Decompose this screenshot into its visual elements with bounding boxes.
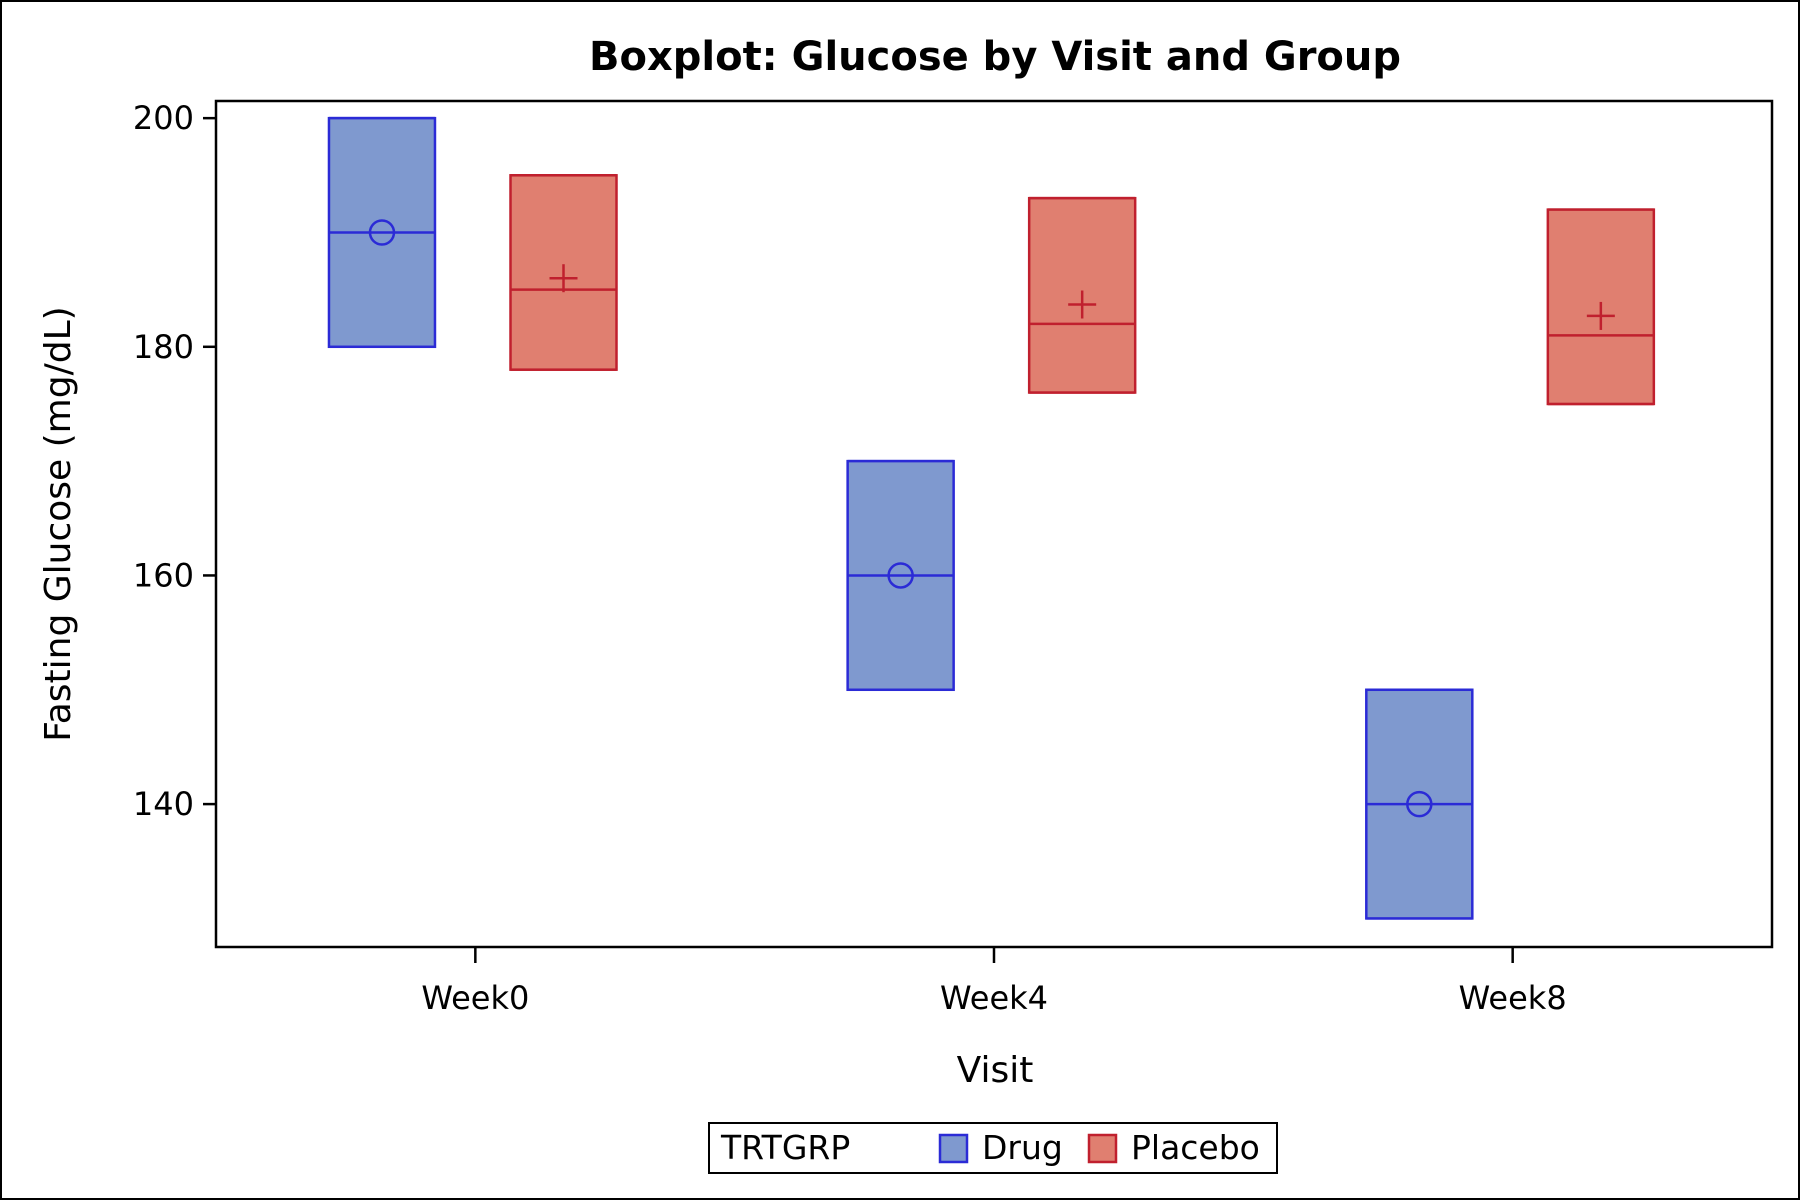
- legend: TRTGRP Drug Placebo: [708, 1122, 1278, 1174]
- y-tick-label: 160: [133, 556, 194, 594]
- plot-area: [214, 99, 1774, 949]
- y-axis: 140 160 180 200: [133, 99, 216, 823]
- box-drug-week0: [327, 116, 437, 349]
- legend-label-placebo: Placebo: [1131, 1128, 1260, 1167]
- x-tick-label: Week8: [1459, 979, 1567, 1017]
- legend-swatch-placebo: [1087, 1133, 1118, 1164]
- mean-marker: [1068, 290, 1097, 319]
- y-tick-label: 180: [133, 328, 194, 366]
- y-tick-label: 140: [133, 785, 194, 823]
- mean-marker: [887, 562, 914, 589]
- x-axis-label: Visit: [957, 1050, 1034, 1091]
- box-placebo-week0: [509, 174, 618, 371]
- box-placebo-week8: [1546, 208, 1656, 406]
- y-axis-label: Fasting Glucose (mg/dL): [38, 306, 79, 741]
- legend-title: TRTGRP: [720, 1128, 850, 1167]
- box-series: [327, 116, 1656, 920]
- y-tick-label: 200: [133, 99, 194, 137]
- box-drug-week4: [846, 459, 955, 692]
- box-drug-week8: [1365, 688, 1474, 920]
- legend-frame: [708, 1122, 1278, 1174]
- chart-title: Boxplot: Glucose by Visit and Group: [589, 34, 1401, 80]
- x-tick-label: Week4: [940, 979, 1048, 1017]
- legend-swatch-drug: [938, 1133, 969, 1164]
- x-axis: Week0 Week4 Week8: [421, 947, 1567, 1017]
- legend-label-drug: Drug: [982, 1128, 1063, 1167]
- x-tick-label: Week0: [421, 979, 529, 1017]
- mean-marker: [1586, 301, 1615, 330]
- mean-marker: [549, 264, 578, 293]
- box-placebo-week4: [1027, 196, 1137, 394]
- box-body: [1546, 208, 1656, 406]
- mean-marker: [1406, 790, 1433, 818]
- mean-marker: [368, 219, 396, 246]
